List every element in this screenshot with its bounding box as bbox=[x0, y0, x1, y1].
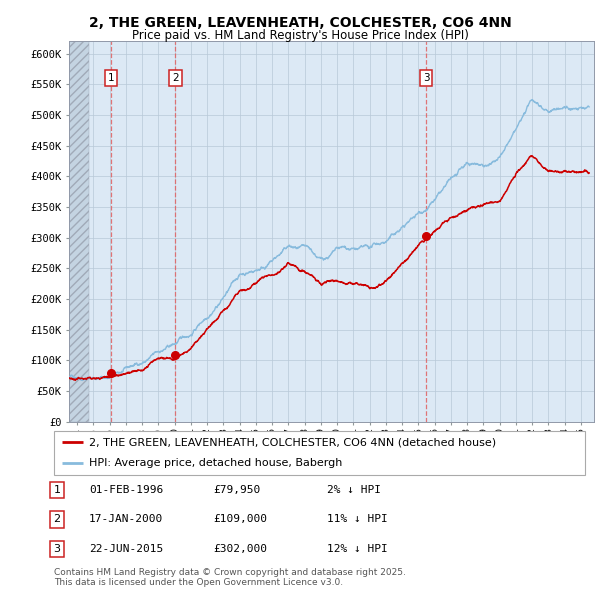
Text: 2: 2 bbox=[172, 73, 179, 83]
Text: 2, THE GREEN, LEAVENHEATH, COLCHESTER, CO6 4NN: 2, THE GREEN, LEAVENHEATH, COLCHESTER, C… bbox=[89, 16, 511, 30]
Text: 11% ↓ HPI: 11% ↓ HPI bbox=[327, 514, 388, 525]
Text: HPI: Average price, detached house, Babergh: HPI: Average price, detached house, Babe… bbox=[89, 458, 342, 468]
Text: 2, THE GREEN, LEAVENHEATH, COLCHESTER, CO6 4NN (detached house): 2, THE GREEN, LEAVENHEATH, COLCHESTER, C… bbox=[89, 437, 496, 447]
Text: 2: 2 bbox=[53, 514, 61, 525]
Text: 1: 1 bbox=[53, 485, 61, 495]
Text: 3: 3 bbox=[423, 73, 430, 83]
Text: 17-JAN-2000: 17-JAN-2000 bbox=[89, 514, 163, 525]
Text: 12% ↓ HPI: 12% ↓ HPI bbox=[327, 544, 388, 554]
Text: 3: 3 bbox=[53, 544, 61, 554]
Text: £79,950: £79,950 bbox=[213, 485, 260, 495]
Text: 1: 1 bbox=[107, 73, 114, 83]
Polygon shape bbox=[69, 41, 89, 422]
FancyBboxPatch shape bbox=[54, 431, 585, 475]
Text: Contains HM Land Registry data © Crown copyright and database right 2025.
This d: Contains HM Land Registry data © Crown c… bbox=[54, 568, 406, 587]
Text: 2% ↓ HPI: 2% ↓ HPI bbox=[327, 485, 381, 495]
Text: 22-JUN-2015: 22-JUN-2015 bbox=[89, 544, 163, 554]
Text: Price paid vs. HM Land Registry's House Price Index (HPI): Price paid vs. HM Land Registry's House … bbox=[131, 30, 469, 42]
Text: £302,000: £302,000 bbox=[213, 544, 267, 554]
Text: £109,000: £109,000 bbox=[213, 514, 267, 525]
Text: 01-FEB-1996: 01-FEB-1996 bbox=[89, 485, 163, 495]
